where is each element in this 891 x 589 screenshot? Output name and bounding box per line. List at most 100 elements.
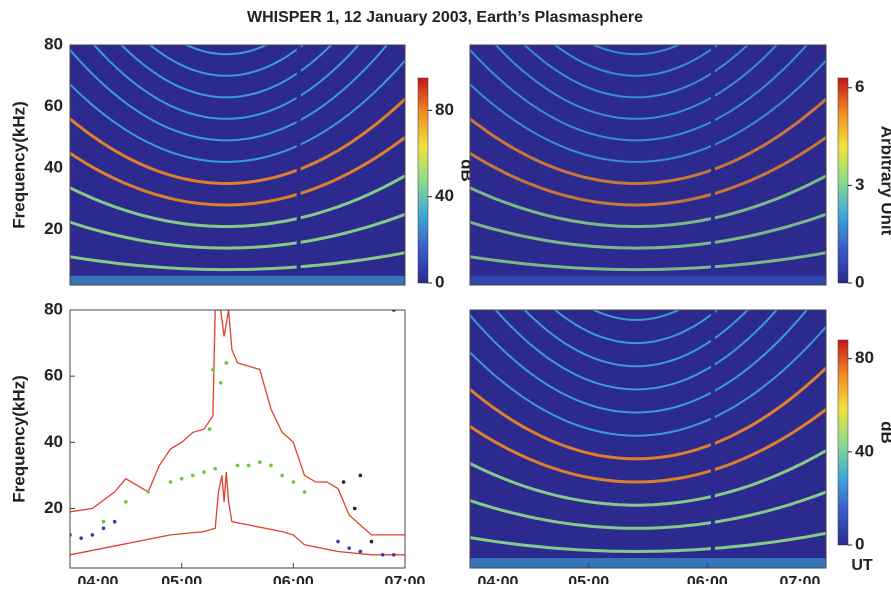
harmonic-band xyxy=(70,59,405,163)
data-gap xyxy=(710,45,715,285)
data-point xyxy=(207,427,212,431)
y-tick-label: 40 xyxy=(44,432,63,451)
y-tick-label: 60 xyxy=(44,96,63,115)
data-point xyxy=(90,533,95,537)
x-tick-label: 06:00 xyxy=(273,574,314,584)
harmonic-band xyxy=(523,45,750,99)
x-tick-label: 05:00 xyxy=(161,574,202,584)
colorbar-label: Arbitrary Unit xyxy=(878,126,891,236)
data-point xyxy=(79,536,83,541)
y-tick-label: 40 xyxy=(44,158,63,177)
y-tick-label: 80 xyxy=(44,34,63,53)
data-point xyxy=(352,506,357,511)
harmonic-band xyxy=(553,45,719,77)
y-axis-label: Frequency(kHz) xyxy=(9,375,28,503)
noise-floor xyxy=(70,275,405,285)
harmonic-band xyxy=(523,310,750,368)
y-tick-label: 60 xyxy=(44,366,63,385)
colorbar-tick-label: 40 xyxy=(435,186,454,205)
data-gap xyxy=(710,310,715,568)
data-point xyxy=(392,552,396,557)
harmonic-band xyxy=(494,310,778,391)
plot-area xyxy=(70,310,405,568)
harmonic-band xyxy=(70,45,389,142)
plot-frame xyxy=(469,44,827,286)
harmonic-band xyxy=(470,45,809,142)
colorbar-tick-label: 0 xyxy=(855,272,864,291)
data-point xyxy=(246,463,251,468)
x-tick-label: 07:00 xyxy=(780,574,821,584)
data-point xyxy=(291,480,296,484)
y-tick-label: 20 xyxy=(44,498,63,517)
data-point xyxy=(191,473,195,478)
colorbar-tick-label: 6 xyxy=(855,77,864,96)
data-point xyxy=(112,519,117,524)
colorbar xyxy=(837,339,849,546)
data-point xyxy=(380,552,385,557)
harmonic-band xyxy=(470,408,826,484)
x-unit: UT xyxy=(851,557,873,574)
data-point xyxy=(341,480,346,484)
data-point xyxy=(211,367,215,372)
y-tick-label: 80 xyxy=(44,299,63,318)
x-tick-label: 06:00 xyxy=(687,574,728,584)
plot-frame xyxy=(69,309,406,569)
colorbar-tick-label: 0 xyxy=(435,272,444,291)
figure-title: WHISPER 1, 12 January 2003, Earth’s Plas… xyxy=(247,9,643,26)
plot-frame xyxy=(69,44,406,286)
data-point xyxy=(369,539,374,544)
harmonic-band xyxy=(470,251,826,272)
data-point xyxy=(224,361,229,365)
harmonic-band xyxy=(184,45,269,56)
x-tick-label: 04:00 xyxy=(78,574,119,584)
data-point xyxy=(280,473,284,478)
plot-area xyxy=(470,310,826,568)
plot-area xyxy=(70,45,405,285)
harmonic-band xyxy=(553,310,719,345)
data-point xyxy=(358,549,363,554)
harmonic-band xyxy=(470,212,826,250)
colorbar-tick-label: 80 xyxy=(855,348,874,367)
data-point xyxy=(202,470,206,474)
harmonic-band xyxy=(470,174,826,228)
colorbar-label: dB xyxy=(878,421,891,444)
harmonic-band xyxy=(470,449,826,507)
data-point xyxy=(235,463,240,468)
harmonic-band xyxy=(470,531,826,554)
y-tick-label: 20 xyxy=(44,219,63,238)
data-point xyxy=(269,463,273,468)
harmonic-band xyxy=(70,251,405,272)
colorbar xyxy=(417,77,429,284)
data-point xyxy=(168,480,173,484)
harmonic-band xyxy=(92,45,360,120)
data-point xyxy=(258,460,262,464)
data-point xyxy=(101,526,106,531)
data-point xyxy=(336,539,340,544)
colorbar-tick-label: 0 xyxy=(855,534,864,553)
colorbar xyxy=(837,77,849,284)
noise-floor xyxy=(470,275,826,285)
plot-frame xyxy=(469,309,827,569)
data-point xyxy=(146,490,150,494)
harmonic-band xyxy=(120,45,333,99)
colorbar-tick-label: 40 xyxy=(855,441,874,460)
harmonic-band xyxy=(494,45,778,120)
harmonic-band xyxy=(470,490,826,530)
noise-floor xyxy=(470,558,826,568)
harmonic-band xyxy=(470,367,826,461)
data-point xyxy=(101,519,106,524)
data-line xyxy=(70,472,405,556)
colorbar-tick-label: 80 xyxy=(435,100,454,119)
x-tick-label: 05:00 xyxy=(568,574,609,584)
harmonic-band xyxy=(470,310,809,414)
data-point xyxy=(124,500,128,504)
data-gap xyxy=(296,45,301,285)
data-point xyxy=(179,476,184,481)
data-point xyxy=(347,546,351,550)
harmonic-band xyxy=(70,174,405,228)
harmonic-band xyxy=(470,136,826,207)
x-tick-label: 04:00 xyxy=(478,574,519,584)
harmonic-band xyxy=(148,45,305,77)
y-axis-label: Frequency(kHz) xyxy=(9,101,28,229)
